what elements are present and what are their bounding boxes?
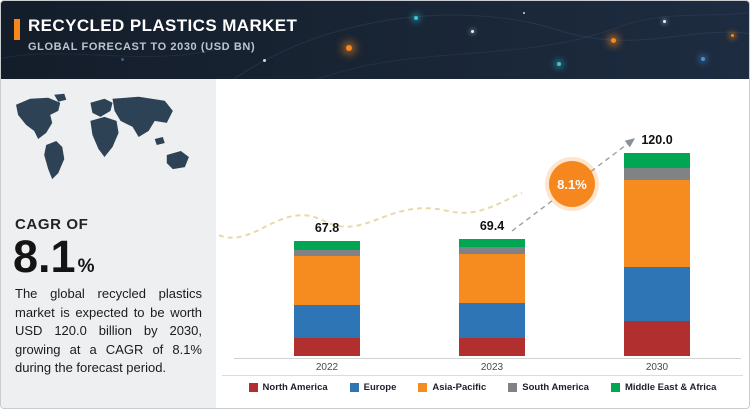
world-map-icon — [16, 93, 189, 180]
bar-segment-south-america — [459, 247, 525, 254]
network-pattern-decoration — [1, 11, 749, 79]
chart-legend: North America Europe Asia-Pacific South Ame… — [216, 382, 749, 393]
stacked-bar-2023: 69.4 — [459, 219, 525, 356]
legend-item: South America — [508, 382, 589, 393]
legend-swatch — [418, 383, 428, 392]
legend-item: Europe — [349, 382, 397, 393]
legend-item: North America — [248, 382, 328, 393]
bar-segment-europe — [294, 304, 360, 339]
bar-segment-middle-east-africa — [294, 241, 360, 250]
bar-segment-middle-east-africa — [624, 153, 690, 168]
legend-label: Middle East & Africa — [624, 382, 717, 393]
x-axis-line — [234, 358, 741, 359]
glow-dot-icon — [414, 16, 418, 20]
glow-dot-icon — [731, 34, 734, 37]
legend-label: Europe — [363, 382, 397, 393]
bar-segment-asia-pacific — [459, 253, 525, 304]
glow-dot-icon — [663, 20, 666, 23]
bar-total-label: 69.4 — [479, 218, 505, 233]
glow-dot-icon — [611, 38, 616, 43]
legend-label: North America — [262, 382, 328, 393]
cagr-number: 8.1 — [13, 231, 76, 282]
cagr-value: 8.1% — [13, 233, 216, 280]
stacked-bar-2022: 67.8 — [294, 221, 360, 356]
legend-label: Asia-Pacific — [432, 382, 487, 393]
bar-segment-middle-east-africa — [459, 238, 525, 248]
bar-segment-asia-pacific — [294, 256, 360, 305]
bar-segment-south-america — [624, 167, 690, 181]
bar-total-label: 67.8 — [314, 221, 340, 236]
chart-area: 67.8 2022 69.4 2023 120.0 2030 8.1% North Ame… — [216, 79, 749, 408]
glow-dot-icon — [121, 58, 124, 61]
x-axis-label: 2022 — [315, 362, 339, 373]
cagr-percent-sign: % — [77, 256, 95, 277]
legend-swatch — [349, 383, 359, 392]
glow-dot-icon — [557, 62, 561, 66]
stacked-bar-2030: 120.0 — [624, 133, 690, 356]
sidebar-panel: CAGR OF 8.1% The global recycled plastic… — [1, 79, 216, 408]
bar-segment-europe — [459, 303, 525, 338]
glow-dot-icon — [346, 45, 352, 51]
legend-divider — [222, 375, 743, 376]
legend-item: Asia-Pacific — [418, 382, 486, 393]
bar-segment-asia-pacific — [624, 180, 690, 267]
x-axis-label: 2023 — [480, 362, 504, 373]
legend-item: Middle East & Africa — [610, 382, 717, 393]
world-map-graphic — [8, 89, 209, 212]
glow-dot-icon — [263, 59, 266, 62]
bar-segment-north-america — [624, 321, 690, 356]
glow-dot-icon — [523, 12, 525, 14]
bar-segment-south-america — [294, 249, 360, 257]
cagr-label: CAGR OF — [15, 216, 89, 233]
title-accent-bar — [14, 19, 20, 40]
legend-label: South America — [522, 382, 589, 393]
bar-total-label: 120.0 — [641, 133, 673, 148]
page-subtitle: GLOBAL FORECAST TO 2030 (USD BN) — [28, 41, 256, 53]
cagr-badge: 8.1% — [549, 161, 595, 207]
legend-swatch — [508, 383, 518, 392]
legend-swatch — [610, 383, 620, 392]
header-banner: RECYCLED PLASTICS MARKET GLOBAL FORECAST… — [1, 1, 749, 79]
bar-segment-north-america — [294, 338, 360, 356]
x-axis-label: 2030 — [645, 362, 669, 373]
page-title: RECYCLED PLASTICS MARKET — [28, 16, 298, 35]
legend-swatch — [248, 383, 258, 392]
glow-dot-icon — [701, 57, 705, 61]
bar-segment-north-america — [459, 337, 525, 356]
market-summary-text: The global recycled plastics market is e… — [15, 286, 202, 376]
glow-dot-icon — [471, 30, 474, 33]
bar-segment-europe — [624, 266, 690, 322]
